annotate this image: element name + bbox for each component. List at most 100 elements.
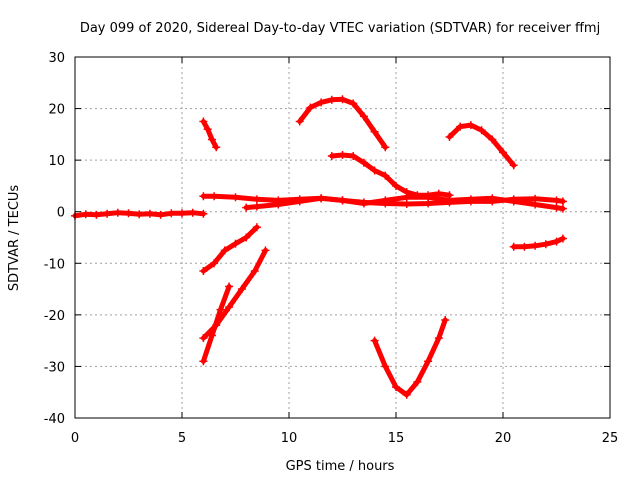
data-point: [81, 210, 90, 219]
data-point: [242, 233, 251, 242]
plot-area: [71, 95, 567, 399]
data-point: [124, 209, 133, 218]
data-point: [359, 199, 368, 208]
data-point: [531, 241, 540, 250]
data-point: [188, 208, 197, 217]
data-point: [359, 112, 368, 121]
data-point: [207, 135, 216, 144]
data-point: [199, 357, 208, 366]
data-point: [359, 158, 368, 167]
data-point: [392, 181, 400, 190]
grid-lines: [75, 57, 610, 418]
x-tick-label: 20: [495, 431, 512, 446]
x-tick-label: 15: [388, 431, 405, 446]
data-point: [520, 242, 529, 251]
data-point: [145, 209, 154, 218]
data-point: [113, 208, 122, 217]
data-point: [413, 191, 422, 200]
data-point: [445, 191, 454, 200]
data-point: [274, 200, 283, 209]
data-point: [531, 200, 540, 209]
data-point: [381, 362, 390, 371]
y-tick-label: 0: [57, 206, 65, 221]
data-point: [317, 98, 326, 107]
data-point: [156, 210, 165, 219]
data-point: [216, 305, 225, 314]
data-point: [252, 195, 261, 204]
data-point: [231, 193, 240, 202]
data-point: [392, 383, 400, 392]
data-point: [207, 331, 216, 340]
y-tick-label: -10: [44, 257, 65, 272]
data-point: [402, 199, 411, 208]
data-point: [402, 188, 411, 197]
data-point: [338, 150, 347, 159]
data-point: [441, 316, 450, 325]
data-point: [381, 171, 390, 180]
x-tick-label: 25: [602, 431, 619, 446]
data-point: [103, 209, 112, 218]
x-tick-label: 10: [281, 431, 298, 446]
data-point: [338, 196, 347, 205]
data-point: [499, 148, 507, 157]
data-point: [552, 203, 561, 212]
data-point: [210, 192, 219, 201]
data-point: [349, 99, 358, 108]
data-point: [558, 204, 567, 213]
data-point: [466, 195, 475, 204]
y-axis-label: SDTVAR / TECUs: [7, 185, 22, 292]
y-tick-label: 30: [48, 51, 65, 66]
data-point: [250, 267, 259, 276]
data-point: [509, 161, 518, 170]
data-point: [167, 209, 176, 218]
data-point: [92, 210, 101, 219]
data-point: [317, 194, 326, 203]
data-track-11: [372, 317, 448, 398]
data-point: [488, 194, 497, 203]
data-point: [370, 127, 379, 136]
y-tick-label: -40: [44, 412, 65, 427]
data-track-5: [297, 96, 388, 150]
x-axis-label: GPS time / hours: [286, 459, 395, 474]
data-point: [509, 242, 518, 251]
data-point: [434, 334, 443, 343]
data-point: [199, 209, 208, 218]
data-point: [231, 239, 240, 248]
data-point: [237, 285, 246, 294]
data-point: [558, 234, 567, 243]
data-point: [541, 240, 550, 249]
data-point: [327, 152, 336, 161]
data-point: [199, 192, 208, 201]
data-point: [402, 390, 411, 399]
data-point: [295, 117, 304, 126]
data-point: [135, 210, 144, 219]
data-point: [225, 303, 234, 312]
data-point: [370, 166, 379, 175]
data-point: [338, 95, 347, 104]
x-tick-label: 5: [178, 431, 186, 446]
data-point: [210, 259, 219, 268]
data-point: [306, 103, 315, 112]
x-tick-label: 0: [71, 431, 79, 446]
data-track-10: [200, 284, 232, 364]
data-point: [203, 125, 212, 134]
data-point: [456, 122, 465, 131]
data-point: [558, 197, 567, 206]
data-point: [424, 191, 433, 200]
data-point: [242, 203, 251, 212]
data-track-4: [200, 119, 219, 150]
data-point: [295, 197, 304, 206]
data-track-8: [200, 224, 260, 274]
data-point: [212, 143, 221, 152]
data-point: [488, 135, 497, 144]
data-point: [252, 202, 261, 211]
data-point: [509, 197, 518, 206]
data-track-6: [329, 152, 452, 198]
data-point: [370, 336, 379, 345]
chart-title: Day 099 of 2020, Sidereal Day-to-day VTE…: [80, 21, 600, 36]
data-point: [445, 132, 454, 141]
y-tick-label: -20: [44, 309, 65, 324]
data-point: [381, 196, 390, 205]
data-point: [552, 237, 561, 246]
